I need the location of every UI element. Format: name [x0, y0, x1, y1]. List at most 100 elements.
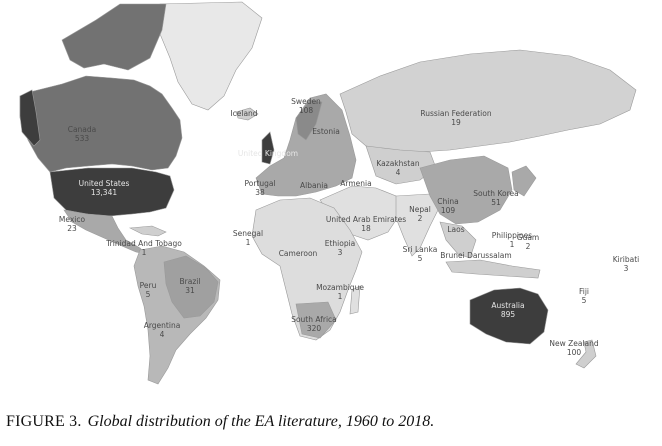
country-label-brazil: Brazil 31 — [180, 277, 201, 295]
iceland-shape — [235, 107, 259, 121]
country-value-guam: 2 — [526, 242, 531, 251]
country-name-kiribati: Kiribati — [613, 255, 640, 264]
country-label-uk: United Kingdom — [238, 149, 298, 158]
figure-number: FIGURE 3. — [6, 413, 82, 430]
country-label-kiribati: Kiribati 3 — [613, 255, 640, 273]
country-value-sri-lanka: 5 — [418, 254, 423, 263]
country-value-peru: 5 — [146, 290, 151, 299]
country-label-sweden: Sweden 108 — [291, 97, 321, 115]
country-name-mozambique: Mozambique — [316, 283, 364, 292]
country-name-canada: Canada — [68, 125, 97, 134]
country-name-estonia: Estonia — [312, 127, 340, 136]
country-name-guam: Guam — [517, 233, 539, 242]
country-label-argentina: Argentina 4 — [144, 321, 181, 339]
country-value-kiribati: 3 — [624, 264, 629, 273]
country-label-guam: Guam 2 — [517, 233, 539, 251]
country-value-fiji: 5 — [582, 296, 587, 305]
country-label-senegal: Senegal 1 — [233, 229, 263, 247]
country-value-mexico: 23 — [67, 224, 77, 233]
country-value-new-zealand: 100 — [567, 348, 582, 357]
south-africa-shape — [295, 301, 337, 339]
country-label-sri-lanka: Sri Lanka 5 — [403, 245, 438, 263]
country-name-russia: Russian Federation — [420, 109, 491, 118]
country-value-sweden: 108 — [299, 106, 314, 115]
country-name-ethiopia: Ethiopia — [325, 239, 356, 248]
country-name-trinidad: Trinidad And Tobago — [105, 239, 182, 248]
country-name-brunei: Brunei Darussalam — [440, 251, 511, 260]
country-value-portugal: 38 — [255, 188, 265, 197]
country-name-argentina: Argentina — [144, 321, 181, 330]
country-label-albania: Albania — [300, 181, 328, 190]
country-label-portugal: Portugal 38 — [244, 179, 275, 197]
indonesia-shape — [445, 259, 541, 279]
canada-arctic-islands-shape — [61, 3, 167, 71]
country-label-australia: Australia 895 — [491, 301, 524, 319]
country-value-china: 109 — [441, 206, 456, 215]
country-name-senegal: Senegal — [233, 229, 263, 238]
country-value-trinidad: 1 — [142, 248, 147, 257]
japan-shape — [511, 165, 537, 197]
uk-shape — [261, 131, 275, 165]
country-label-nepal: Nepal 2 — [409, 205, 431, 223]
country-name-south-korea: South Korea — [473, 189, 518, 198]
country-label-canada: Canada 533 — [68, 125, 97, 143]
country-value-ethiopia: 3 — [338, 248, 343, 257]
country-name-portugal: Portugal — [244, 179, 275, 188]
country-name-laos: Laos — [447, 225, 464, 234]
country-label-brunei: Brunei Darussalam — [440, 251, 511, 260]
country-name-china: China — [437, 197, 458, 206]
country-label-laos: Laos — [447, 225, 464, 234]
country-value-canada: 533 — [75, 134, 90, 143]
figure-title: Global distribution of the EA literature… — [87, 413, 435, 430]
country-value-south-africa: 320 — [307, 324, 322, 333]
country-name-south-africa: South Africa — [291, 315, 337, 324]
country-label-philippines: Philippines 1 — [492, 231, 533, 249]
country-label-united-states: United States 13,341 — [79, 179, 130, 197]
alaska-shape — [19, 89, 41, 147]
country-name-united-states: United States — [79, 179, 130, 188]
country-value-south-korea: 51 — [491, 198, 501, 207]
country-name-fiji: Fiji — [579, 287, 589, 296]
southeast-asia-shape — [439, 221, 477, 259]
country-value-argentina: 4 — [160, 330, 165, 339]
country-value-uae: 18 — [361, 224, 371, 233]
europe-shape — [255, 93, 357, 197]
country-name-uk: United Kingdom — [238, 149, 298, 158]
country-value-philippines: 1 — [510, 240, 515, 249]
country-name-cameroon: Cameroon — [279, 249, 318, 258]
country-name-sweden: Sweden — [291, 97, 321, 106]
country-value-united-states: 13,341 — [91, 188, 117, 197]
country-label-cameroon: Cameroon — [279, 249, 318, 258]
greenland-shape — [159, 1, 263, 111]
country-name-kazakhstan: Kazakhstan — [376, 159, 419, 168]
country-value-nepal: 2 — [418, 214, 423, 223]
country-label-russia: Russian Federation 19 — [420, 109, 491, 127]
china-shape — [419, 155, 513, 225]
country-name-new-zealand: New Zealand — [549, 339, 599, 348]
country-label-new-zealand: New Zealand 100 — [549, 339, 599, 357]
country-name-nepal: Nepal — [409, 205, 431, 214]
country-name-iceland: Iceland — [230, 109, 257, 118]
country-value-brazil: 31 — [185, 286, 195, 295]
country-name-sri-lanka: Sri Lanka — [403, 245, 438, 254]
country-value-australia: 895 — [501, 310, 516, 319]
canada-shape — [19, 75, 183, 173]
country-value-kazakhstan: 4 — [396, 168, 401, 177]
country-name-uae: United Arab Emirates — [326, 215, 406, 224]
country-name-mexico: Mexico — [59, 215, 86, 224]
country-value-russia: 19 — [451, 118, 461, 127]
country-label-south-korea: South Korea 51 — [473, 189, 518, 207]
country-label-iceland: Iceland — [230, 109, 257, 118]
country-label-trinidad: Trinidad And Tobago 1 — [105, 239, 182, 257]
country-label-south-africa: South Africa 320 — [291, 315, 337, 333]
brazil-shape — [163, 255, 219, 319]
country-value-senegal: 1 — [246, 238, 251, 247]
madagascar-shape — [349, 285, 361, 315]
country-label-kazakhstan: Kazakhstan 4 — [376, 159, 419, 177]
country-name-philippines: Philippines — [492, 231, 533, 240]
country-label-ethiopia: Ethiopia 3 — [325, 239, 356, 257]
australia-shape — [469, 287, 549, 345]
sweden-shape — [295, 99, 323, 141]
